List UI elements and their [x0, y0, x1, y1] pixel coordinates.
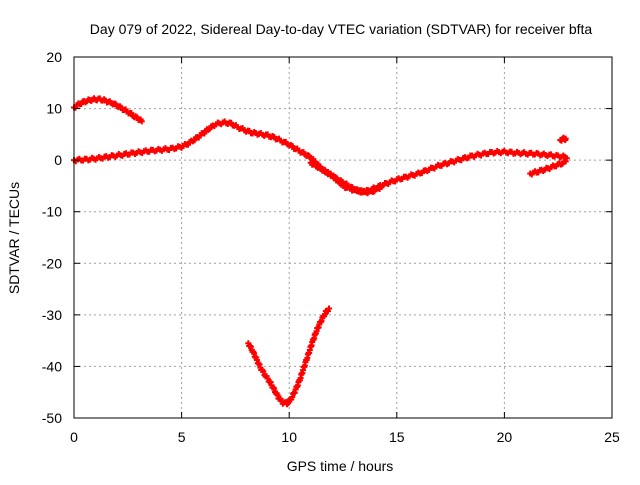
series-satellite-arc-1	[71, 95, 145, 125]
x-tick-label: 25	[604, 429, 620, 445]
series-satellite-arc-3	[307, 159, 383, 197]
x-tick-label: 20	[497, 429, 513, 445]
data-point	[562, 135, 569, 142]
y-tick-label: 10	[46, 101, 62, 117]
x-tick-label: 10	[281, 429, 297, 445]
series-satellite-arc-4	[245, 305, 333, 408]
series-satellite-arc-2	[71, 118, 570, 196]
data-point	[264, 375, 271, 382]
data-point	[563, 155, 570, 162]
y-tick-label: 0	[54, 152, 62, 168]
y-tick-label: -10	[42, 204, 62, 220]
data-point	[376, 186, 383, 193]
grid	[74, 57, 612, 418]
data-point	[562, 158, 569, 165]
y-tick-label: -40	[42, 358, 62, 374]
x-tick-label: 5	[178, 429, 186, 445]
series-satellite-arc-6	[557, 134, 569, 144]
y-tick-label: -20	[42, 255, 62, 271]
data-point	[285, 400, 292, 407]
plot-frame	[73, 56, 613, 419]
x-tick-label: 0	[70, 429, 78, 445]
y-axis-label: SDTVAR / TECUs	[6, 182, 22, 294]
y-tick-label: 20	[46, 49, 62, 65]
x-tick-label: 15	[389, 429, 405, 445]
y-tick-label: -30	[42, 307, 62, 323]
data-point	[260, 368, 267, 375]
chart-title: Day 079 of 2022, Sidereal Day-to-day VTE…	[90, 21, 593, 37]
axis-ticks: 0 5 10 15 20 25 -50 -40 -30 -20 -10 0 10 20	[42, 49, 620, 445]
data-point	[138, 118, 145, 125]
y-tick-label: -50	[42, 410, 62, 426]
x-axis-label: GPS time / hours	[287, 458, 394, 474]
data-point	[326, 305, 333, 312]
data-series	[71, 95, 570, 408]
series-satellite-arc-5	[527, 158, 569, 178]
